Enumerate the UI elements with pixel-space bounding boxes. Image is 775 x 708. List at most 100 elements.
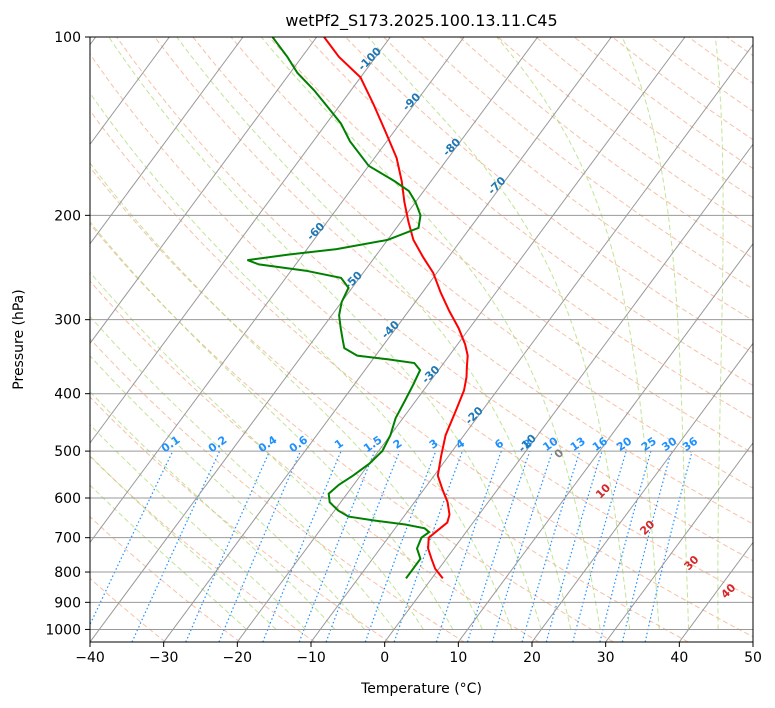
y-tick-label: 700 — [54, 531, 81, 547]
moist-adiabat — [496, 37, 660, 630]
moist-adiabat — [90, 484, 247, 630]
moist-adiabat — [90, 92, 513, 630]
x-tick-label: 50 — [744, 650, 762, 666]
moist-adiabat — [90, 355, 365, 630]
dry-adiabat-label: -50 — [342, 269, 365, 292]
dry-adiabat — [116, 37, 753, 562]
isotherm — [752, 641, 753, 642]
mixing-ratio-label: 1 — [332, 437, 346, 452]
dry-adiabat — [383, 37, 753, 322]
dry-adiabat — [268, 37, 753, 420]
isotherm — [384, 143, 753, 642]
mixing-ratio-label: 0.1 — [159, 433, 182, 455]
grid-lines — [90, 37, 753, 642]
isotherm — [310, 43, 753, 642]
moist-adiabat — [90, 221, 454, 630]
moist-adiabat — [260, 37, 601, 630]
dry-adiabat-label: -20 — [463, 404, 486, 427]
isotherm — [605, 442, 753, 642]
y-tick-label: 100 — [54, 30, 81, 46]
x-tick-label: 40 — [670, 650, 688, 666]
isotherm — [90, 37, 318, 345]
isotherm — [236, 37, 686, 642]
moist-adiabat — [90, 424, 306, 630]
dry-adiabat — [90, 516, 241, 642]
dry-adiabat — [90, 109, 753, 638]
x-tick-label: −20 — [223, 650, 253, 666]
mixing-ratio-line — [621, 450, 672, 642]
x-axis-label: Temperature (°C) — [360, 681, 482, 697]
dry-adiabat — [306, 37, 753, 387]
dry-adiabat-label: -70 — [485, 174, 508, 197]
mixing-ratio-line — [491, 450, 554, 642]
moist-adiabat — [108, 37, 542, 630]
mixing-ratio-line — [599, 450, 652, 642]
x-tick-label: 10 — [449, 650, 467, 666]
mixing-ratio-label: 3 — [427, 437, 441, 452]
x-tick-label: 0 — [380, 650, 389, 666]
mixing-ratio-label: 0.4 — [256, 433, 280, 455]
dry-adiabat — [192, 37, 753, 489]
y-tick-label: 200 — [54, 208, 81, 224]
dry-adiabat — [573, 37, 753, 170]
dry-adiabat — [421, 37, 753, 290]
isotherm — [90, 37, 539, 642]
isotherm — [163, 37, 612, 642]
dry-adiabat-label: -40 — [379, 318, 402, 341]
dry-adiabat — [154, 37, 753, 525]
mixing-ratio-line — [364, 450, 437, 642]
moist-adiabat — [90, 455, 277, 630]
mixing-ratio-label: 0.2 — [206, 433, 229, 455]
isotherm — [457, 242, 753, 642]
dry-adiabat-label: -100 — [355, 44, 384, 73]
x-tick-label: 30 — [597, 650, 615, 666]
dry-adiabat — [497, 37, 753, 229]
mixing-ratio-line — [466, 450, 531, 642]
dry-adiabat — [345, 37, 753, 354]
mixing-ratio-line — [262, 450, 342, 642]
y-tick-label: 300 — [54, 313, 81, 329]
dry-adiabat — [90, 223, 614, 642]
isotherm — [90, 37, 465, 544]
moist-adiabat — [367, 37, 631, 630]
moist-adiabat — [621, 37, 690, 630]
mixing-ratio-line — [572, 450, 627, 642]
y-tick-label: 400 — [54, 387, 81, 403]
dry-adiabat — [90, 53, 753, 599]
axes: −40 −30 −20 −10 0 10 20 30 40 5010020030040050060… — [45, 30, 762, 666]
x-tick-label: −10 — [296, 650, 326, 666]
temperature-line — [323, 37, 469, 580]
moist-adiabat — [714, 37, 724, 630]
mixing-ratio-label: 4 — [454, 437, 468, 452]
mixing-ratio-line — [218, 450, 302, 642]
dry-adiabat-label: -30 — [419, 363, 442, 386]
x-tick-label: 20 — [523, 650, 541, 666]
dry-adiabat — [90, 338, 465, 642]
isotherm — [90, 37, 244, 245]
moist-adiabat — [90, 391, 336, 630]
mixing-ratio-line — [545, 450, 603, 642]
moist-adiabat — [90, 162, 483, 630]
mixing-ratio-line — [325, 450, 401, 642]
mixing-ratio-line — [185, 450, 271, 642]
dry-adiabat — [90, 396, 390, 642]
moist-adiabat-label: 0 — [552, 446, 567, 461]
moist-adiabat — [90, 315, 395, 630]
isotherm — [531, 342, 753, 642]
y-tick-label: 800 — [54, 565, 81, 581]
mixing-ratio-line — [298, 450, 376, 642]
chart-title: wetPf2_S173.2025.100.13.11.C45 — [285, 11, 557, 31]
background-lines — [90, 37, 775, 642]
plot-frame — [89, 36, 754, 643]
dry-adiabat — [765, 37, 775, 642]
dry-adiabat — [90, 577, 166, 642]
profile-lines — [247, 37, 469, 580]
y-axis-label: Pressure (hPa) — [11, 289, 27, 389]
x-tick-label: −30 — [149, 650, 179, 666]
y-tick-label: 500 — [54, 444, 81, 460]
isotherm — [90, 37, 391, 444]
dry-adiabat — [90, 166, 689, 642]
mixing-ratio-line — [90, 450, 174, 626]
moist-adiabat-label: 40 — [718, 581, 738, 601]
